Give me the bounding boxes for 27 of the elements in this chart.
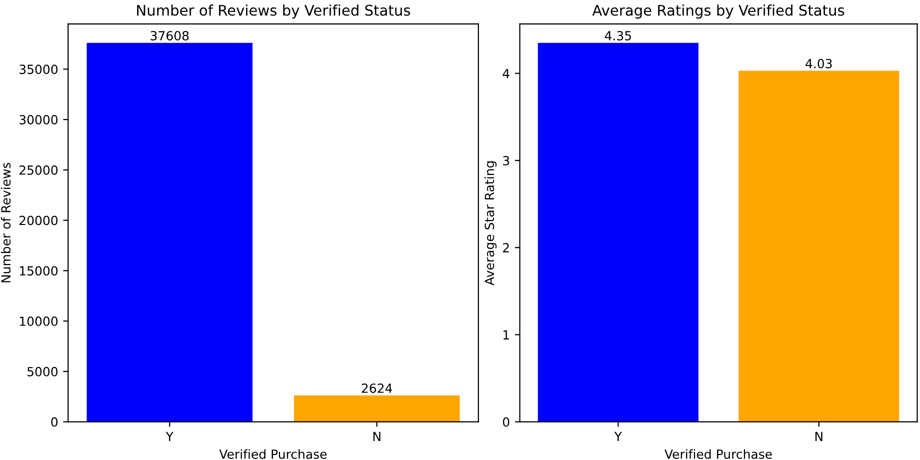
y-tick-label: 5000 xyxy=(28,366,58,376)
y-tick-label: 30000 xyxy=(20,114,58,124)
x-axis-title: Verified Purchase xyxy=(219,449,327,459)
y-tick-label: 4 xyxy=(502,68,510,78)
x-tick-label: Y xyxy=(166,432,174,442)
y-tick-label: 35000 xyxy=(20,64,58,74)
y-tick-label: 25000 xyxy=(20,165,58,175)
y-tick-label: 15000 xyxy=(20,266,58,276)
data-label: 2624 xyxy=(362,384,392,393)
x-tick-label: N xyxy=(373,432,380,442)
chart-title: Average Ratings by Verified Status xyxy=(592,4,844,19)
y-tick-label: 3 xyxy=(503,156,510,166)
data-label: 4.03 xyxy=(806,58,832,68)
chart-title: Number of Reviews by Verified Status xyxy=(137,4,410,19)
data-label: 37608 xyxy=(150,30,189,40)
y-tick-label: 1 xyxy=(504,330,509,340)
y-axis-title: Average Star Rating xyxy=(484,161,497,286)
y-tick-label: 0 xyxy=(502,417,510,427)
y-tick-label: 2 xyxy=(503,243,509,252)
x-tick-label: N xyxy=(815,432,822,442)
y-tick-label: 20000 xyxy=(20,216,58,226)
data-label: 4.35 xyxy=(604,30,631,40)
y-tick-label: 0 xyxy=(51,417,58,427)
y-axis-title: Number of Reviews xyxy=(0,162,11,282)
x-tick-label: Y xyxy=(614,432,622,442)
y-tick-label: 10000 xyxy=(20,316,58,326)
x-axis-title: Verified Purchase xyxy=(664,449,772,459)
